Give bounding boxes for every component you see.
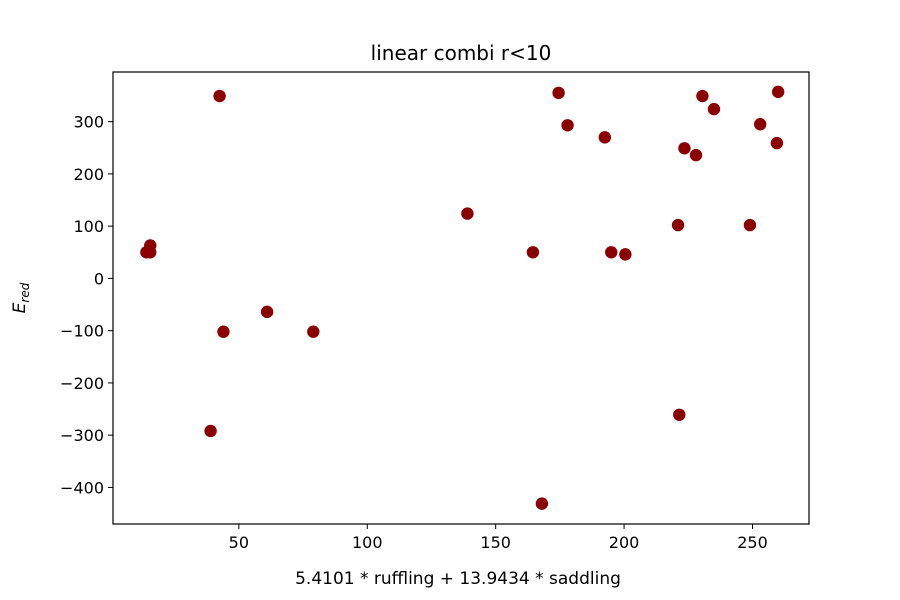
- y-tick-label: 200: [73, 165, 104, 184]
- y-axis-label-subscript: red: [18, 282, 32, 302]
- chart-title: linear combi r<10: [371, 41, 552, 65]
- data-point: [144, 239, 157, 252]
- x-tick-label: 200: [609, 533, 640, 552]
- y-tick-label: 0: [94, 269, 104, 288]
- data-point: [561, 119, 574, 132]
- data-point: [689, 148, 703, 162]
- data-point: [743, 218, 757, 232]
- data-point: [619, 248, 632, 261]
- y-tick-label: −300: [60, 426, 104, 445]
- data-point: [754, 118, 767, 131]
- data-point: [552, 86, 565, 100]
- data-point: [605, 246, 618, 259]
- data-point: [260, 305, 274, 319]
- y-tick-label: −100: [60, 322, 104, 341]
- data-point: [696, 89, 709, 103]
- data-point: [671, 218, 685, 232]
- x-tick-label: 50: [229, 533, 249, 552]
- data-point: [307, 325, 320, 338]
- data-point: [770, 136, 784, 150]
- plot-frame: [112, 71, 810, 525]
- axis-ticks: 50 100 150 200 250 −400 −300 −200 −100 0 100 200 300: [60, 113, 768, 552]
- data-points: [140, 85, 785, 510]
- data-point: [598, 131, 612, 144]
- y-axis-label: Ered: [10, 282, 32, 313]
- data-point: [535, 497, 549, 510]
- y-axis-label-main: E: [10, 302, 30, 313]
- y-tick-label: −200: [60, 374, 104, 393]
- y-tick-label: −400: [60, 478, 104, 497]
- x-tick-label: 250: [737, 533, 768, 552]
- y-tick-label: 300: [73, 113, 104, 132]
- data-point: [217, 325, 230, 338]
- data-point: [678, 142, 691, 155]
- data-point: [461, 207, 474, 220]
- data-point: [771, 85, 785, 99]
- data-point: [204, 424, 217, 438]
- x-axis-label: 5.4101 * ruffling + 13.9434 * saddling: [295, 569, 621, 589]
- data-point: [526, 246, 540, 259]
- x-tick-label: 150: [480, 533, 511, 552]
- data-point: [707, 102, 721, 116]
- data-point: [213, 89, 226, 103]
- y-tick-label: 100: [73, 217, 104, 236]
- x-tick-label: 100: [352, 533, 383, 552]
- data-point: [673, 408, 686, 421]
